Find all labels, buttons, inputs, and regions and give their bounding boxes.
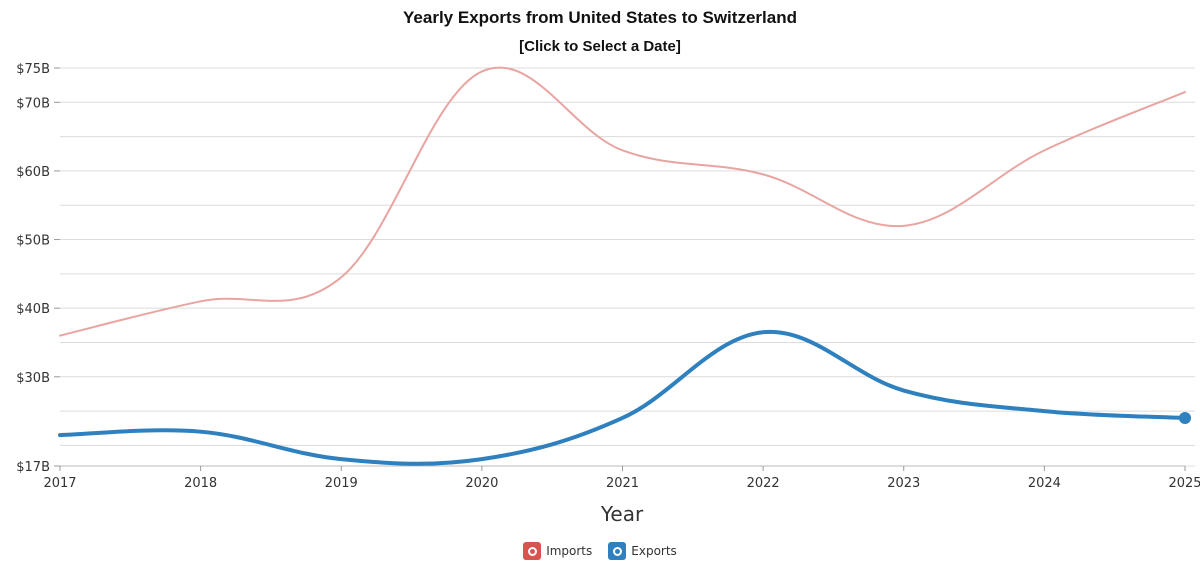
x-axis-label: Year [600, 502, 644, 526]
series-lines [58, 66, 1191, 466]
legend-label-exports: Exports [631, 544, 677, 558]
y-axis-ticks: $75B $70B $60B $50B $40B $30B $17B [16, 62, 60, 475]
x-tick-label: 2023 [887, 476, 920, 491]
imports-icon [523, 542, 542, 560]
chart-title: Yearly Exports from United States to Swi… [403, 8, 797, 27]
x-tick-label: 2021 [606, 476, 639, 491]
x-tick-label: 2017 [43, 476, 76, 491]
y-tick-label: $70B [16, 96, 50, 111]
x-tick-label: 2025 [1168, 476, 1200, 491]
x-axis: 2017 2018 2019 2020 2021 2022 2023 2024 2025 [43, 465, 1200, 491]
legend-item-exports[interactable]: Exports [608, 542, 677, 560]
select-date-link[interactable]: [Click to Select a Date] [519, 38, 681, 55]
y-tick-label: $40B [16, 302, 50, 317]
series-line-imports[interactable] [59, 66, 1186, 337]
legend-label-imports: Imports [546, 544, 593, 558]
exports-icon [608, 542, 627, 560]
legend-item-imports[interactable]: Imports [523, 542, 592, 560]
grid-lines [60, 67, 1195, 467]
legend: Imports Exports [0, 542, 1200, 560]
x-tick-label: 2022 [747, 476, 780, 491]
y-tick-label: $75B [16, 62, 50, 77]
x-tick-label: 2018 [184, 476, 217, 491]
y-tick-label: $50B [16, 234, 50, 249]
series-line-exports[interactable] [58, 329, 1187, 466]
y-tick-label: $60B [16, 165, 50, 180]
data-point-exports[interactable] [1179, 411, 1191, 424]
x-tick-label: 2024 [1028, 476, 1061, 491]
x-tick-label: 2020 [465, 476, 498, 491]
y-tick-label: $17B [16, 460, 50, 475]
x-tick-label: 2019 [325, 476, 358, 491]
y-tick-label: $30B [16, 371, 50, 386]
